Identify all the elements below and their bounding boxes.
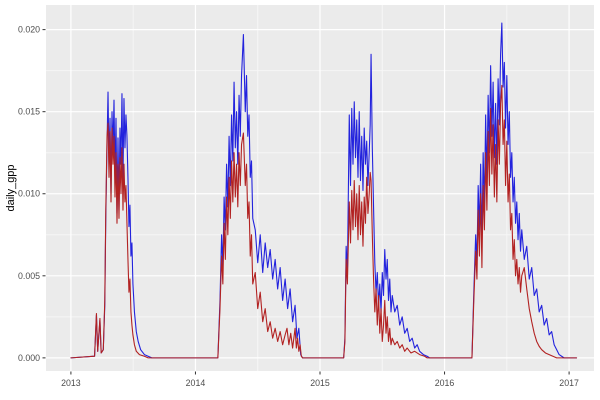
y-tick-label: 0.020: [18, 25, 40, 35]
y-tick-label: 0.010: [18, 189, 40, 199]
x-tick-label: 2014: [186, 378, 206, 388]
series-line-red_series: [70, 84, 578, 359]
x-tick-label: 2013: [61, 378, 81, 388]
y-tick-label: 0.015: [18, 107, 40, 117]
x-tick-label: 2016: [435, 378, 455, 388]
y-axis-title: daily_gpp: [5, 164, 17, 212]
y-tick-label: 0.000: [18, 353, 40, 363]
series-line-blue_series: [70, 22, 578, 359]
x-tick-label: 2015: [310, 378, 330, 388]
y-tick-label: 0.005: [18, 271, 40, 281]
x-tick-label: 2017: [559, 378, 579, 388]
